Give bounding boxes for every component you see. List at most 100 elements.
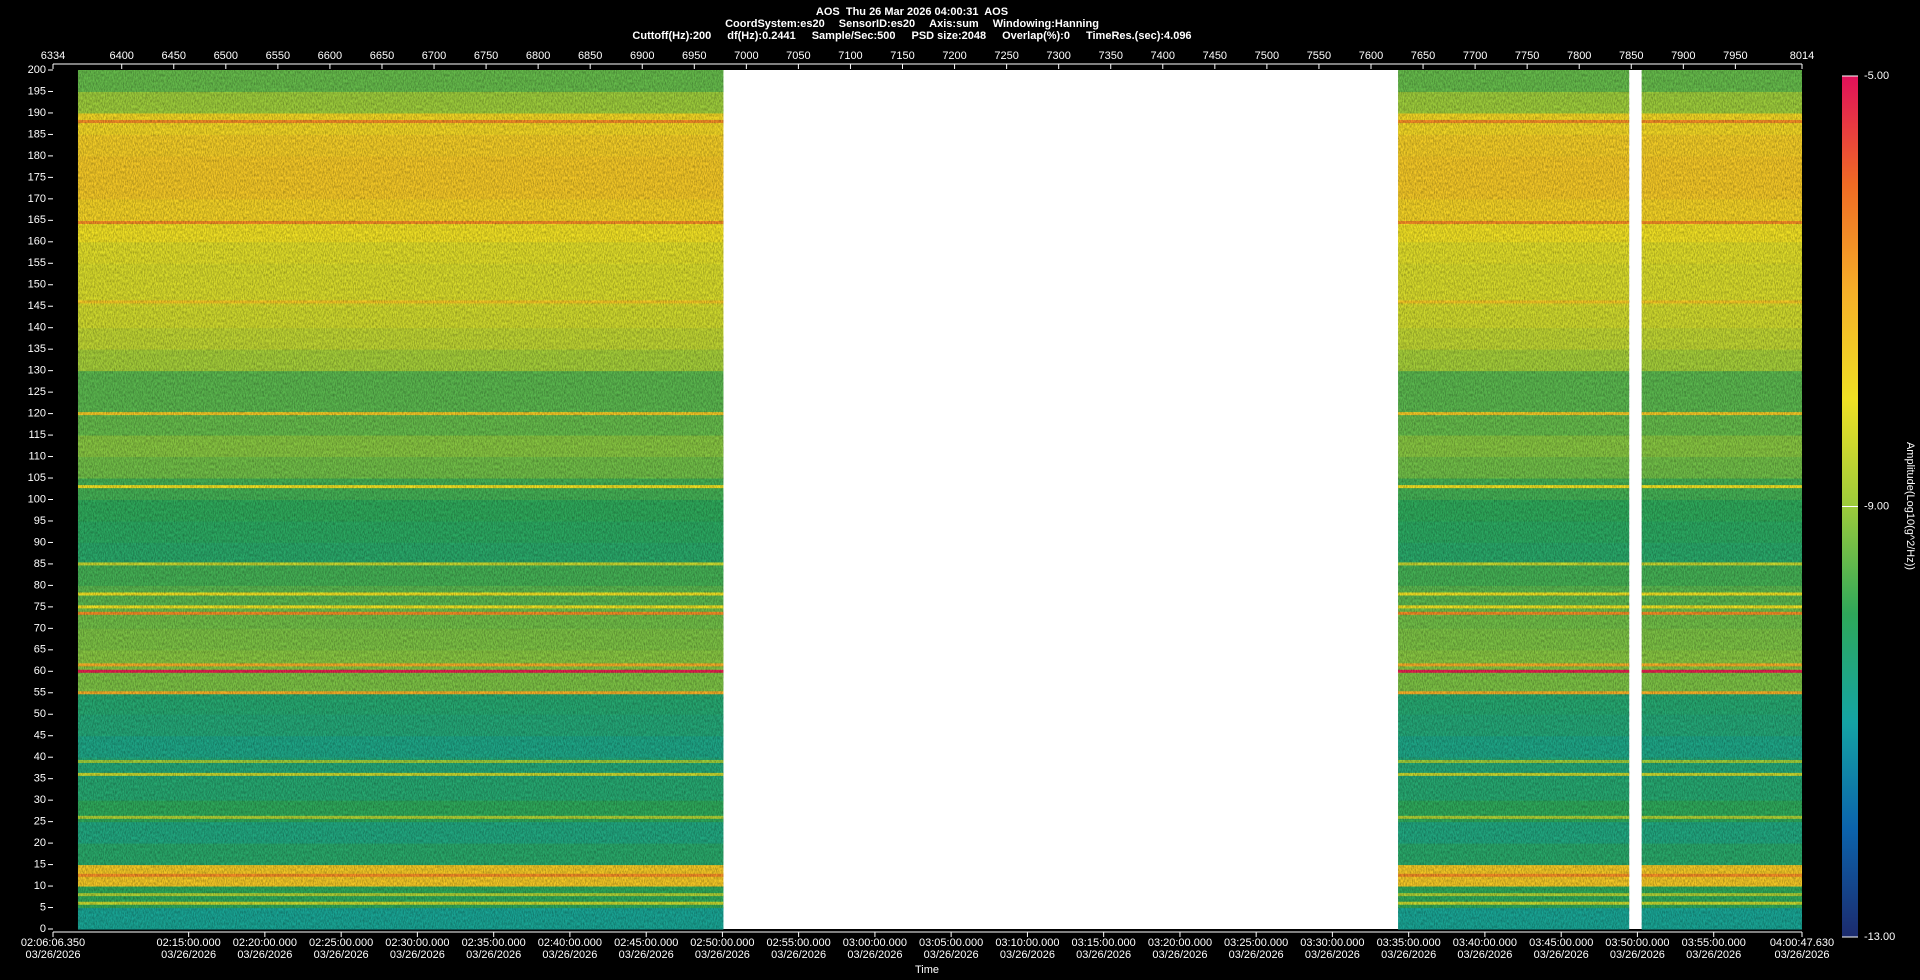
time-tick-date: 03/26/2026 [466,949,521,961]
y-tick-label: 140 [28,322,46,334]
x-tick-label: 6450 [162,50,186,62]
colorbar-tick-label: -9.00 [1864,500,1889,512]
time-tick-label: 02:06:06.350 [21,937,85,949]
x-tick-label: 7700 [1463,50,1487,62]
x-tick-label: 6334 [41,50,65,62]
x-tick-label: 6850 [578,50,602,62]
time-tick-date: 03/26/2026 [1686,949,1741,961]
x-tick-label: 7750 [1515,50,1539,62]
x-tick-label: 7150 [890,50,914,62]
colorbar-tick-label: -5.00 [1864,70,1889,82]
y-tick-label: 165 [28,214,46,226]
y-tick-label: 155 [28,257,46,269]
time-tick-label: 04:00:47.630 [1770,937,1834,949]
time-tick-date: 03/26/2026 [1229,949,1284,961]
time-tick-date: 03/26/2026 [1774,949,1829,961]
y-tick-label: 0 [40,923,46,935]
time-tick-date: 03/26/2026 [847,949,902,961]
time-tick-label: 03:40:00.000 [1453,937,1517,949]
y-tick-label: 15 [34,858,46,870]
x-tick-label: 7600 [1359,50,1383,62]
x-tick-label: 6550 [266,50,290,62]
x-tick-label: 7000 [734,50,758,62]
time-tick-label: 02:50:00.000 [690,937,754,949]
y-tick-label: 30 [34,794,46,806]
time-tick-label: 03:25:00.000 [1224,937,1288,949]
texture [1398,70,1630,929]
time-tick-date: 03/26/2026 [619,949,674,961]
x-tick-label: 6950 [682,50,706,62]
subtitle-item: SensorID:es20 [839,18,915,30]
y-tick-label: 20 [34,837,46,849]
y-tick-label: 60 [34,665,46,677]
x-tick-label: 6800 [526,50,550,62]
y-tick-label: 180 [28,150,46,162]
y-tick-label: 25 [34,816,46,828]
x-tick-label: 7350 [1098,50,1122,62]
x-tick-label: 7450 [1203,50,1227,62]
y-tick-label: 65 [34,644,46,656]
parameters-item: Cuttoff(Hz):200 [632,30,711,42]
y-tick-label: 170 [28,193,46,205]
y-tick-label: 105 [28,472,46,484]
y-tick-label: 45 [34,730,46,742]
time-tick-date: 03/26/2026 [1305,949,1360,961]
chart-title: AOS Thu 26 Mar 2026 04:00:31 AOS [816,6,1008,18]
y-tick-label: 70 [34,622,46,634]
time-tick-date: 03/26/2026 [924,949,979,961]
time-tick-date: 03/26/2026 [695,949,750,961]
time-tick-date: 03/26/2026 [237,949,292,961]
y-tick-label: 80 [34,579,46,591]
time-tick-date: 03/26/2026 [161,949,216,961]
y-tick-label: 95 [34,515,46,527]
data-segment [1641,70,1802,930]
parameters-item: TimeRes.(sec):4.096 [1086,30,1192,42]
parameters-item: df(Hz):0.2441 [727,30,795,42]
y-tick-label: 185 [28,128,46,140]
time-tick-label: 02:40:00.000 [538,937,602,949]
time-tick-label: 03:50:00.000 [1605,937,1669,949]
time-tick-date: 03/26/2026 [771,949,826,961]
x-tick-label: 8014 [1790,50,1814,62]
time-tick-date: 03/26/2026 [314,949,369,961]
time-tick-date: 03/26/2026 [1381,949,1436,961]
y-tick-label: 5 [40,901,46,913]
time-tick-date: 03/26/2026 [542,949,597,961]
y-tick-label: 55 [34,687,46,699]
time-tick-label: 02:25:00.000 [309,937,373,949]
time-tick-label: 03:30:00.000 [1300,937,1364,949]
y-tick-label: 10 [34,880,46,892]
time-tick-label: 03:35:00.000 [1377,937,1441,949]
time-tick-date: 03/26/2026 [1534,949,1589,961]
y-tick-label: 160 [28,236,46,248]
y-tick-label: 110 [28,450,46,462]
texture [77,70,724,929]
y-tick-label: 85 [34,558,46,570]
x-tick-label: 7250 [994,50,1018,62]
data-segment [77,70,724,930]
x-tick-label: 7650 [1411,50,1435,62]
time-tick-label: 02:35:00.000 [462,937,526,949]
y-tick-label: 135 [28,343,46,355]
time-tick-label: 03:00:00.000 [843,937,907,949]
subtitle-item: CoordSystem:es20 [725,18,825,30]
data-segment [1398,70,1630,930]
y-tick-label: 100 [28,493,46,505]
x-tick-label: 6700 [422,50,446,62]
y-tick-label: 115 [28,429,46,441]
time-tick-date: 03/26/2026 [1610,949,1665,961]
y-tick-label: 145 [28,300,46,312]
x-tick-label: 7400 [1151,50,1175,62]
y-tick-label: 200 [28,64,46,76]
time-tick-date: 03/26/2026 [1076,949,1131,961]
parameters-item: Overlap(%):0 [1002,30,1070,42]
time-tick-label: 02:30:00.000 [385,937,449,949]
time-tick-date: 03/26/2026 [390,949,445,961]
time-tick-label: 03:05:00.000 [919,937,983,949]
x-tick-label: 6400 [109,50,133,62]
x-tick-label: 6650 [370,50,394,62]
x-tick-label: 7800 [1567,50,1591,62]
x-tick-label: 7500 [1255,50,1279,62]
subtitle: CoordSystem:es20 SensorID:es20 Axis:sum Win… [725,18,1099,30]
